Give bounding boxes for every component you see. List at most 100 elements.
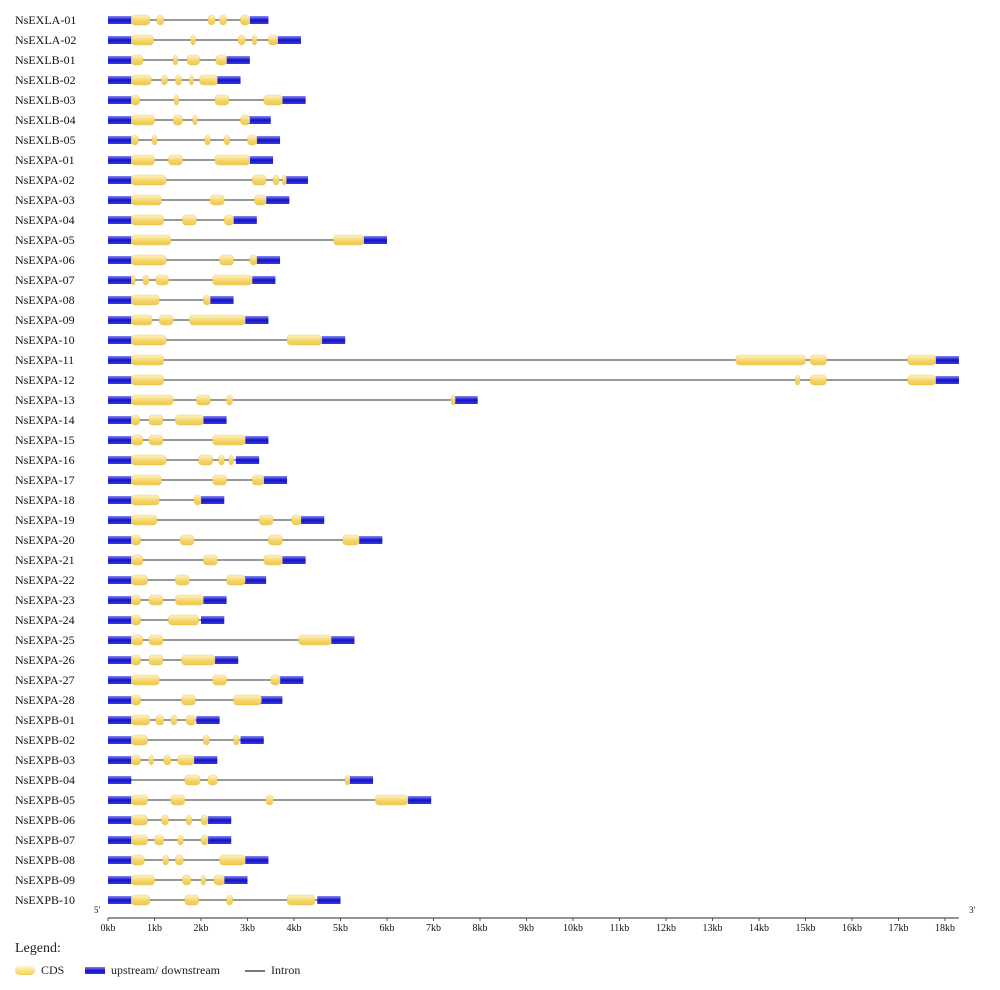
- upstream-region: [108, 256, 132, 264]
- axis-tick-label: 8kb: [473, 923, 488, 934]
- cds-exon: [185, 714, 196, 726]
- cds-exon: [131, 94, 140, 106]
- cds-exon: [156, 14, 164, 26]
- downstream-region: [935, 356, 959, 364]
- gene-row: NsEXPB-05: [15, 793, 432, 807]
- downstream-region: [259, 696, 283, 704]
- cds-exon: [131, 494, 160, 506]
- cds-exon: [237, 34, 246, 46]
- gene-label: NsEXPA-19: [15, 513, 75, 527]
- gene-label: NsEXPB-09: [15, 873, 75, 887]
- gene-label: NsEXPB-05: [15, 793, 75, 807]
- axis-tick-label: 12kb: [656, 923, 676, 934]
- upstream-region: [108, 576, 132, 584]
- cds-exon: [155, 274, 169, 286]
- cds-exon: [226, 894, 233, 906]
- cds-exon: [226, 394, 233, 406]
- cds-exon: [155, 714, 165, 726]
- upstream-region: [108, 616, 132, 624]
- upstream-region: [108, 56, 132, 64]
- cds-exon: [907, 374, 936, 386]
- gene-row: NsEXPA-06: [15, 253, 281, 267]
- gene-row: NsEXPA-24: [15, 613, 225, 627]
- cds-exon: [192, 114, 198, 126]
- cds-exon: [131, 734, 148, 746]
- gene-label: NsEXPA-05: [15, 233, 75, 247]
- cds-exon: [131, 14, 151, 26]
- downstream-region: [331, 636, 355, 644]
- gene-label: NsEXPA-18: [15, 493, 75, 507]
- cds-exon: [175, 414, 204, 426]
- cds-exon: [131, 194, 162, 206]
- downstream-region: [249, 156, 274, 164]
- cds-exon: [148, 414, 164, 426]
- cds-exon: [131, 274, 136, 286]
- cds-exon: [809, 354, 827, 366]
- upstream-region: [108, 816, 132, 824]
- gene-row: NsEXPA-07: [15, 273, 276, 287]
- downstream-region: [317, 896, 341, 904]
- axis-tick-label: 1kb: [147, 923, 162, 934]
- downstream-region: [214, 656, 239, 664]
- upstream-region: [108, 776, 132, 784]
- gene-row: NsEXPA-20: [15, 533, 383, 547]
- cds-exon: [247, 134, 258, 146]
- gene-row: NsEXPA-23: [15, 593, 227, 607]
- gene-label: NsEXPB-08: [15, 853, 75, 867]
- cds-exon: [198, 454, 213, 466]
- cds-exon: [251, 474, 264, 486]
- axis-tick-label: 18kb: [935, 923, 955, 934]
- downstream-region: [203, 416, 227, 424]
- upstream-region: [108, 296, 132, 304]
- cds-exon: [184, 774, 201, 786]
- upstream-region: [108, 716, 132, 724]
- gene-row: NsEXLB-01: [15, 53, 250, 67]
- downstream-region: [277, 36, 301, 44]
- cds-exon: [131, 474, 162, 486]
- downstream-region: [201, 496, 225, 504]
- cds-exon: [131, 174, 167, 186]
- cds-exon: [200, 814, 209, 826]
- downstream-region: [240, 736, 264, 744]
- cds-exon: [131, 394, 174, 406]
- cds-exon: [184, 894, 199, 906]
- cds-exon: [375, 794, 409, 806]
- downstream-region: [249, 16, 269, 24]
- upstream-region: [108, 16, 132, 24]
- cds-exon: [158, 314, 174, 326]
- cds-exon: [131, 574, 148, 586]
- cds-exon: [286, 894, 316, 906]
- cds-exon: [131, 214, 164, 226]
- cds-exon: [212, 474, 227, 486]
- cds-exon: [214, 94, 230, 106]
- upstream-region: [108, 76, 132, 84]
- gene-label: NsEXLB-05: [15, 133, 76, 147]
- cds-exon: [131, 854, 145, 866]
- downstream-region: [245, 436, 269, 444]
- cds-exon: [131, 134, 139, 146]
- cds-exon: [258, 514, 274, 526]
- cds-exon: [224, 134, 231, 146]
- upstream-region: [108, 376, 132, 384]
- cds-exon: [131, 754, 141, 766]
- gene-row: NsEXPA-26: [15, 653, 239, 667]
- cds-exon: [181, 654, 216, 666]
- cds-exon: [131, 314, 153, 326]
- cds-exon: [200, 874, 206, 886]
- gene-label: NsEXLA-02: [15, 33, 76, 47]
- cds-exon: [177, 834, 184, 846]
- downstream-region: [242, 576, 267, 584]
- gene-row: NsEXPA-04: [15, 213, 257, 227]
- cds-exon: [131, 794, 148, 806]
- downstream-region: [256, 256, 281, 264]
- cds-exon: [170, 794, 185, 806]
- legend-item-intron: Intron: [245, 963, 300, 978]
- gene-row: NsEXPB-04: [15, 773, 374, 787]
- upstream-region: [108, 556, 132, 564]
- gene-label: NsEXPA-24: [15, 613, 75, 627]
- cds-exon: [233, 694, 262, 706]
- gene-row: NsEXPA-27: [15, 673, 304, 687]
- upstream-region: [108, 236, 132, 244]
- downstream-region: [233, 216, 257, 224]
